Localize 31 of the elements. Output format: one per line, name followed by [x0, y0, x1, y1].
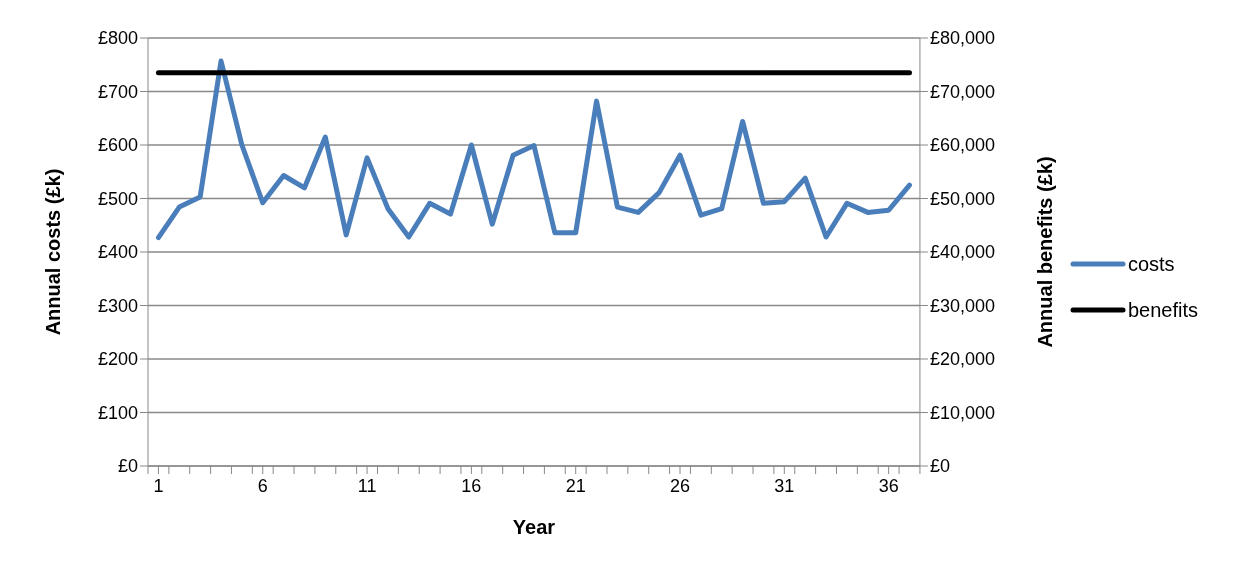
x-tick-label: 21 — [565, 476, 586, 496]
y2-tick-label: £50,000 — [929, 188, 996, 209]
x-tick-label: 31 — [774, 476, 795, 496]
y-tick-label: £100 — [97, 402, 138, 423]
y2-tick-label: £10,000 — [929, 402, 996, 423]
x-tick-label: 16 — [461, 476, 482, 496]
y-tick-label: £800 — [97, 28, 138, 49]
y-tick-label: £600 — [97, 135, 138, 156]
y2-tick-label: £40,000 — [929, 242, 996, 263]
y2-tick-label: £70,000 — [929, 81, 996, 102]
y-tick-label: £300 — [97, 295, 138, 316]
y2-tick-label: £30,000 — [929, 295, 996, 316]
x-tick-label: 1 — [153, 476, 164, 496]
y2-tick-label: £0 — [929, 456, 950, 477]
y2-tick-label: £20,000 — [929, 349, 996, 370]
y2-axis-title: Annual benefits (£k) — [1034, 156, 1057, 348]
legend-label: benefits — [1127, 298, 1198, 322]
y-tick-label: £700 — [97, 81, 138, 102]
x-tick-label: 6 — [257, 476, 268, 496]
y-tick-label: £200 — [97, 349, 138, 370]
legend-label: costs — [1127, 252, 1175, 276]
y2-tick-label: £80,000 — [929, 28, 996, 49]
x-axis-title: Year — [512, 516, 556, 538]
x-tick-label: 36 — [878, 476, 899, 496]
y-tick-label: £500 — [97, 188, 138, 209]
y-tick-label: £0 — [117, 456, 138, 477]
y-tick-label: £400 — [97, 242, 138, 263]
y2-tick-label: £60,000 — [929, 135, 996, 156]
x-tick-label: 26 — [670, 476, 691, 496]
x-tick-label: 11 — [357, 476, 377, 496]
y-axis-title: Annual costs (£k) — [42, 168, 65, 336]
